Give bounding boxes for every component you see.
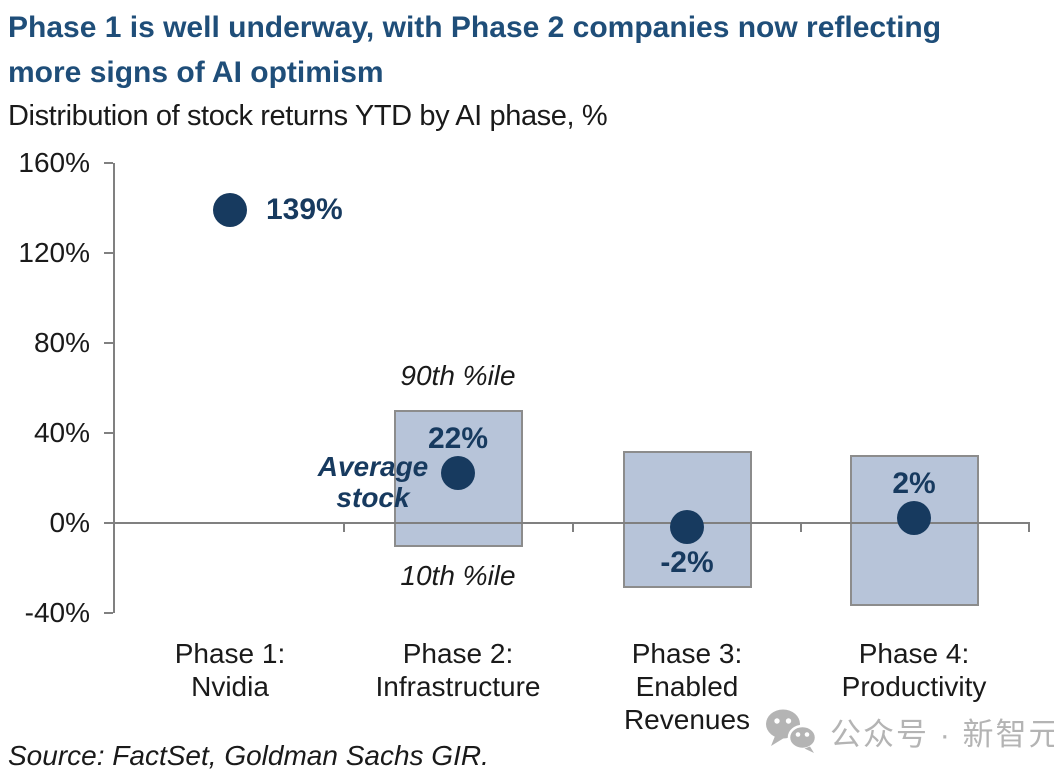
y-axis-tick (104, 341, 113, 344)
y-axis-tick-label: 40% (33, 416, 90, 448)
y-axis-tick-label: 120% (18, 236, 90, 268)
annotation-10th-percentile: 10th %ile (400, 560, 516, 591)
annotation-average-stock: Average stock (317, 451, 429, 513)
x-axis-tick (800, 523, 802, 532)
y-axis-tick (104, 251, 113, 254)
y-axis-tick (104, 161, 113, 164)
point-value-label: 22% (427, 422, 489, 455)
point-value-label: 139% (266, 192, 343, 226)
x-axis-tick (1028, 523, 1030, 532)
wechat-icon (764, 708, 818, 754)
watermark-text: 公众号 · 新智元 (830, 716, 1054, 752)
category-label: Phase 2: Infrastructure (375, 638, 541, 702)
annotation-90th-percentile: 90th %ile (400, 360, 516, 391)
y-axis-tick-label: 80% (33, 326, 90, 358)
y-axis-tick-label: 0% (49, 506, 90, 538)
source-note: Source: FactSet, Goldman Sachs GIR. (8, 740, 489, 771)
chart-title: Phase 1 is well underway, with Phase 2 c… (8, 11, 942, 89)
y-axis-tick (104, 521, 113, 524)
x-axis-tick (343, 523, 345, 532)
average-stock-dot (670, 510, 704, 544)
average-stock-dot (897, 501, 931, 535)
y-axis-tick (104, 611, 113, 614)
x-axis-zero-line (113, 521, 1030, 524)
chart-subtitle: Distribution of stock returns YTD by AI … (8, 100, 608, 132)
watermark: 公众号 · 新智元 (764, 708, 1054, 754)
x-axis-tick (572, 523, 574, 532)
y-axis-tick-label: 160% (18, 146, 90, 178)
average-stock-dot (213, 192, 247, 227)
y-axis-tick-label: -40% (24, 596, 90, 628)
average-stock-dot (441, 456, 475, 490)
point-value-label: -2% (660, 546, 714, 579)
y-axis-tick (104, 431, 113, 434)
category-label: Phase 4: Productivity (841, 638, 987, 702)
y-axis-line (113, 162, 115, 613)
point-value-label: 2% (892, 467, 936, 500)
category-label: Phase 3: Enabled Revenues (623, 638, 751, 735)
category-label: Phase 1: Nvidia (174, 638, 286, 702)
